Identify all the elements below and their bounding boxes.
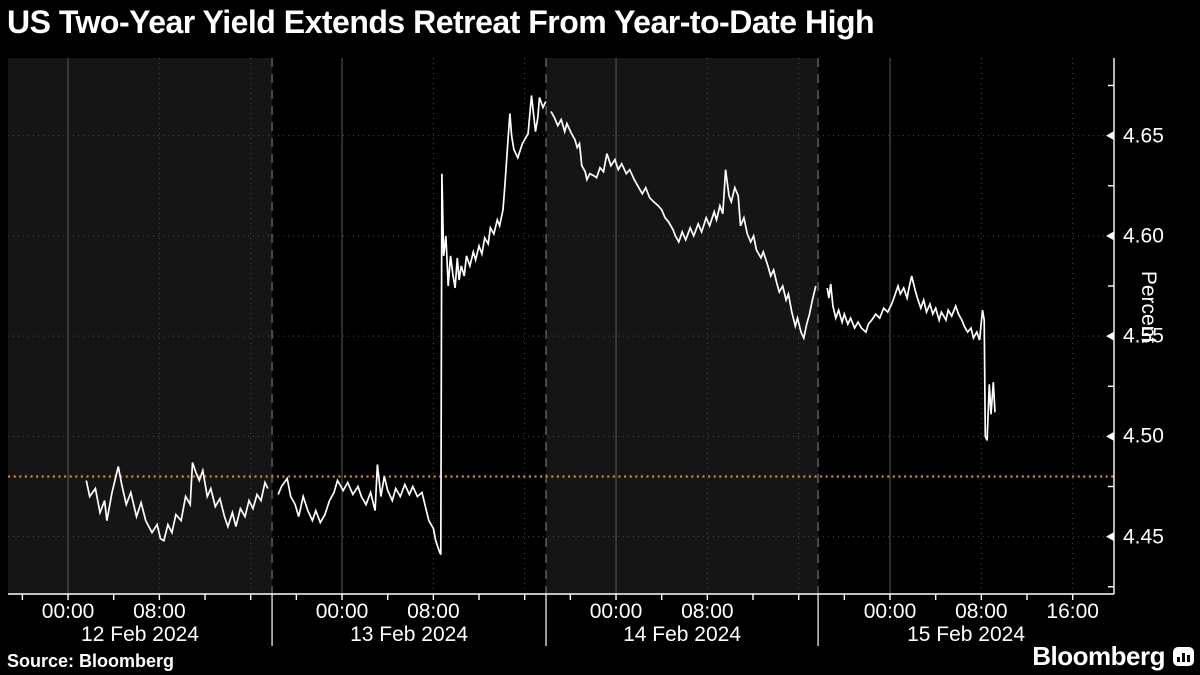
y-axis-tick-label: 4.65 — [1123, 124, 1164, 148]
x-axis-date-label: 14 Feb 2024 — [623, 623, 742, 646]
y-axis-tick-label: 4.45 — [1123, 525, 1164, 549]
yield-line-series — [826, 275, 996, 441]
y-axis-major-tick — [1106, 331, 1114, 341]
y-axis-tick-label: 4.55 — [1123, 324, 1164, 348]
y-axis-title: Percent — [1137, 270, 1160, 344]
bar-chart-icon — [1173, 647, 1194, 666]
y-axis-major-tick — [1106, 231, 1114, 241]
y-axis-major-tick — [1106, 431, 1114, 441]
x-axis-date-label: 12 Feb 2024 — [81, 623, 199, 646]
x-axis-time-label: 08:00 — [681, 600, 734, 623]
y-axis-tick-label: 4.60 — [1123, 224, 1164, 248]
yield-line-series — [550, 111, 817, 341]
x-axis-time-label: 00:00 — [589, 600, 643, 623]
y-axis-tick-label: 4.50 — [1123, 424, 1164, 448]
y-axis-major-tick — [1106, 131, 1114, 141]
y-axis-major-tick — [1106, 532, 1114, 542]
x-axis-date-label: 13 Feb 2024 — [350, 623, 469, 646]
bloomberg-logo: Bloomberg — [1032, 641, 1194, 672]
yield-line-series — [85, 462, 269, 543]
source-label: Source: Bloomberg — [7, 651, 175, 671]
x-axis-time-label: 16:00 — [1046, 600, 1099, 623]
yield-line-series — [277, 95, 547, 556]
x-axis-time-label: 08:00 — [133, 600, 186, 623]
x-axis-time-label: 08:00 — [955, 600, 1008, 623]
x-axis-date-label: 15 Feb 2024 — [907, 623, 1025, 646]
x-axis-time-label: 00:00 — [315, 600, 369, 623]
day-panel-shade — [546, 58, 819, 594]
x-axis-time-label: 08:00 — [407, 600, 460, 623]
bloomberg-logo-text: Bloomberg — [1032, 641, 1165, 671]
x-axis-time-label: 00:00 — [863, 600, 917, 623]
chart-title: US Two-Year Yield Extends Retreat From Y… — [7, 4, 875, 40]
x-axis-time-label: 00:00 — [41, 600, 95, 623]
